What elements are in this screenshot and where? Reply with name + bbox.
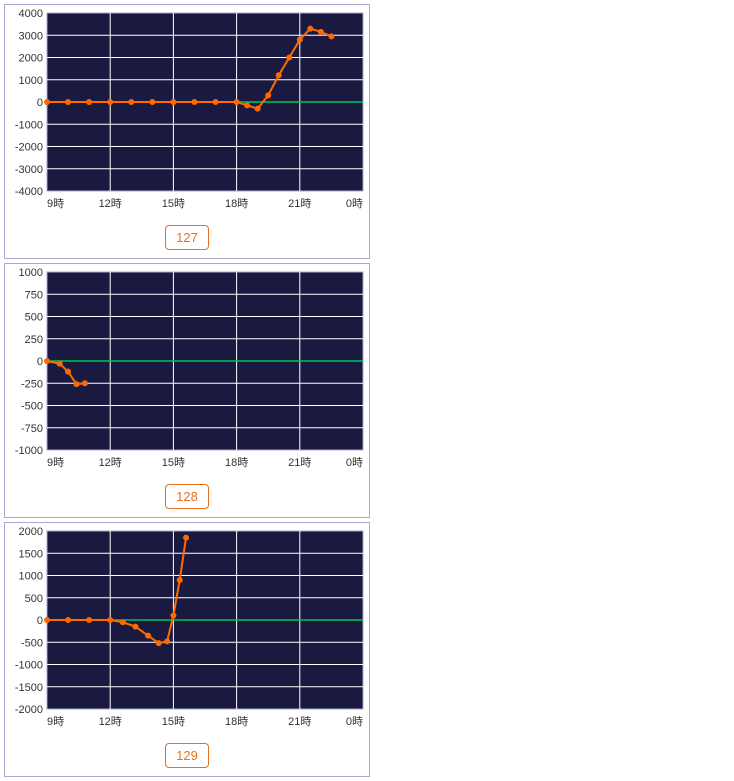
y-tick-label: 3000 (19, 30, 43, 42)
series-marker (82, 380, 88, 386)
y-tick-label: 250 (25, 334, 43, 346)
series-marker (244, 102, 250, 108)
x-tick-label: 15時 (162, 715, 185, 728)
chart-128: -1000 -750 -500 -250 0 250 500 750 1000 9時 12時 15時 1… (7, 266, 367, 474)
y-tick-label: 750 (25, 289, 43, 301)
x-tick-label: 9時 (47, 715, 64, 728)
series-marker (73, 381, 79, 387)
y-tick-label: 0 (37, 97, 43, 109)
y-tick-label: 1000 (19, 75, 43, 87)
y-tick-label: 500 (25, 312, 43, 324)
chart-127: -4000 -3000 -2000 -1000 0 1000 2000 3000 4000 9時 1… (7, 7, 367, 215)
series-marker (44, 617, 50, 623)
series-marker (276, 72, 282, 78)
series-marker (297, 37, 303, 43)
y-tick-label: -750 (21, 423, 43, 435)
series-marker (255, 106, 261, 112)
series-marker (328, 33, 334, 39)
y-tick-label: -500 (21, 637, 43, 649)
series-marker (318, 29, 324, 35)
y-tick-label: -250 (21, 378, 43, 390)
y-tick-label: 0 (37, 356, 43, 368)
y-tick-label: -1000 (15, 119, 43, 131)
x-tick-label: 12時 (99, 715, 122, 728)
x-tick-label: 12時 (99, 456, 122, 469)
series-marker (86, 99, 92, 105)
y-tick-label: 4000 (19, 8, 43, 20)
series-marker (234, 99, 240, 105)
y-tick-label: -2000 (15, 704, 43, 716)
x-tick-label: 9時 (47, 456, 64, 469)
series-marker (307, 26, 313, 32)
chart-badge-label: 128 (176, 489, 198, 504)
series-marker (265, 92, 271, 98)
series-marker (107, 99, 113, 105)
y-tick-label: -1500 (15, 682, 43, 694)
chart-129: -2000-1500-1000-50005001000150020009時12時… (7, 525, 367, 733)
series-marker (183, 535, 189, 541)
series-marker (213, 99, 219, 105)
series-marker (191, 99, 197, 105)
x-tick-label: 18時 (225, 715, 248, 728)
x-tick-label: 9時 (47, 197, 64, 210)
x-tick-label: 18時 (225, 197, 248, 210)
series-marker (149, 99, 155, 105)
chart-badge-128[interactable]: 128 (165, 484, 209, 509)
series-marker (107, 617, 113, 623)
chart-cell-129: -2000-1500-1000-50005001000150020009時12時… (4, 522, 370, 777)
y-tick-label: -3000 (15, 164, 43, 176)
series-marker (65, 617, 71, 623)
x-tick-label: 21時 (288, 197, 311, 210)
series-marker (44, 358, 50, 364)
x-tick-label: 21時 (288, 456, 311, 469)
series-marker (65, 369, 71, 375)
chart-cell-127: -4000 -3000 -2000 -1000 0 1000 2000 3000 4000 9時 1… (4, 4, 370, 259)
x-tick-label: 0時 (346, 715, 363, 728)
chart-cell-128: -1000 -750 -500 -250 0 250 500 750 1000 9時 12時 15時 1… (4, 263, 370, 518)
series-marker (120, 619, 126, 625)
x-tick-label: 0時 (346, 197, 363, 210)
y-tick-label: 1000 (19, 571, 43, 583)
chart-badge-label: 127 (176, 230, 198, 245)
series-marker (145, 633, 151, 639)
y-tick-label: 1000 (19, 267, 43, 279)
series-marker (170, 613, 176, 619)
series-marker (128, 99, 134, 105)
x-tick-label: 0時 (346, 456, 363, 469)
x-tick-label: 15時 (162, 456, 185, 469)
y-tick-label: -1000 (15, 445, 43, 457)
series-marker (170, 99, 176, 105)
series-marker (65, 99, 71, 105)
series-marker (44, 99, 50, 105)
chart-badge-127[interactable]: 127 (165, 225, 209, 250)
series-marker (177, 577, 183, 583)
x-tick-label: 15時 (162, 197, 185, 210)
x-tick-label: 18時 (225, 456, 248, 469)
y-tick-label: 1500 (19, 548, 43, 560)
y-tick-label: 2000 (19, 53, 43, 65)
y-tick-label: 500 (25, 593, 43, 605)
y-tick-label: -500 (21, 401, 43, 413)
y-tick-label: 0 (37, 615, 43, 627)
y-tick-label: -2000 (15, 142, 43, 154)
series-marker (57, 361, 63, 367)
series-marker (86, 617, 92, 623)
series-marker (156, 640, 162, 646)
series-marker (164, 638, 170, 644)
chart-badge-label: 129 (176, 748, 198, 763)
series-marker (132, 624, 138, 630)
y-tick-label: -4000 (15, 186, 43, 198)
x-tick-label: 21時 (288, 715, 311, 728)
series-marker (286, 55, 292, 61)
x-tick-label: 12時 (99, 197, 122, 210)
chart-badge-129[interactable]: 129 (165, 743, 209, 768)
y-tick-label: -1000 (15, 660, 43, 672)
